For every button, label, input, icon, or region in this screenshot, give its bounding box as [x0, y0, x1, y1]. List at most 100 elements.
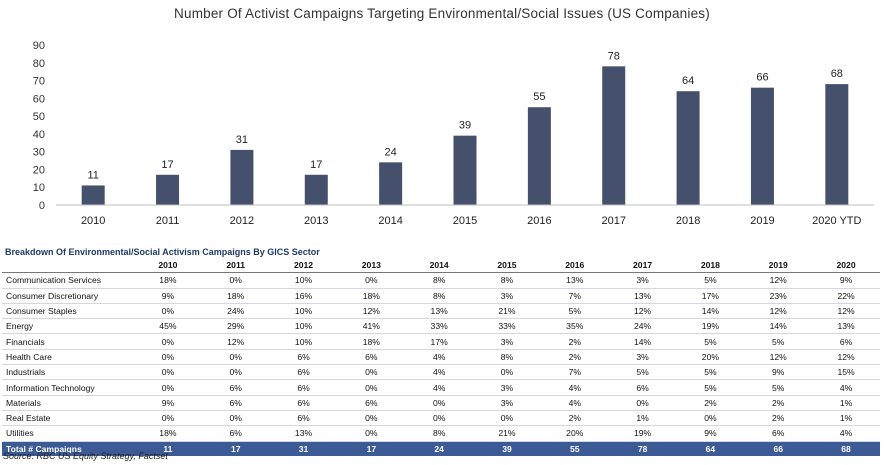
table-cell: 24%: [201, 303, 270, 320]
table-cell: 11: [134, 441, 202, 456]
table-cell: 0%: [405, 395, 474, 411]
table-cell: 18%: [337, 288, 406, 304]
data-label: 17: [310, 159, 322, 171]
table-cell: 6%: [201, 379, 270, 396]
table-cell: 0%: [201, 410, 270, 427]
table-cell: 39: [473, 441, 541, 456]
column-header: 2012: [269, 258, 338, 274]
data-label: 11: [87, 169, 98, 181]
y-tick-label: 60: [33, 93, 45, 105]
sector-table: 2010 2011 2012 2013 2014 2015 2016 2017 2018 2019…: [2, 258, 880, 456]
table-cell: 0%: [473, 364, 541, 381]
table-cell: 5%: [540, 303, 609, 320]
table-cell: 4%: [540, 395, 609, 411]
table-row: Industrials 0% 0% 6% 0% 4% 0% 7% 5% 5% 9% 15%: [2, 364, 880, 381]
table-cell: 10%: [269, 303, 338, 320]
table-cell: 3%: [473, 395, 541, 411]
x-tick-label: 2020 YTD: [812, 215, 861, 227]
column-header: 2011: [201, 258, 270, 274]
table-cell: 10%: [269, 333, 338, 350]
table-cell: 5%: [676, 272, 745, 289]
table-cell: 4%: [812, 425, 880, 442]
table-cell: 10%: [269, 272, 338, 289]
table-cell: 0%: [201, 349, 270, 366]
table-row: Consumer Discretionary 9% 18% 16% 18% 8% 3% 7% 1…: [2, 288, 880, 304]
table-cell: 45%: [134, 318, 202, 335]
sector-name: Financials: [2, 333, 134, 350]
column-header: 2016: [540, 258, 609, 274]
table-row: Health Care 0% 0% 6% 6% 4% 8% 2% 3% 20% 12% 12%: [2, 349, 880, 366]
table-cell: 19%: [676, 318, 745, 335]
table-cell: 33%: [473, 318, 541, 335]
column-header: 2019: [744, 258, 813, 274]
data-label: 24: [385, 146, 397, 158]
table-cell: 64: [676, 441, 745, 456]
column-header: 2017: [608, 258, 677, 274]
table-cell: 3%: [473, 288, 541, 304]
x-tick-label: 2019: [750, 215, 774, 227]
header-sector-cell: [2, 258, 134, 274]
table-cell: 0%: [337, 272, 406, 289]
table-cell: 0%: [134, 379, 202, 396]
y-tick-label: 0: [39, 200, 45, 212]
x-tick-label: 2014: [378, 215, 402, 227]
table-cell: 78: [608, 441, 677, 456]
table-row: Financials 0% 12% 10% 18% 17% 3% 2% 14% 5% 5% 6%: [2, 333, 880, 350]
table-cell: 0%: [473, 410, 541, 427]
table-cell: 14%: [744, 318, 813, 335]
table-cell: 35%: [540, 318, 609, 335]
sector-name: Materials: [2, 395, 134, 411]
table-title: Breakdown Of Environmental/Social Activi…: [5, 247, 320, 257]
table-cell: 9%: [812, 272, 880, 289]
table-cell: 41%: [337, 318, 406, 335]
source-note: Source: RBC US Equity Strategy, Factset: [3, 451, 168, 461]
table-cell: 21%: [473, 425, 541, 442]
table-cell: 21%: [473, 303, 541, 320]
bar: [676, 91, 700, 205]
sector-name: Energy: [2, 318, 134, 335]
column-header: 2014: [405, 258, 474, 274]
table-cell: 3%: [473, 333, 541, 350]
data-label: 55: [533, 91, 545, 103]
bar: [453, 135, 477, 205]
table-cell: 16%: [269, 288, 338, 304]
table-cell: 18%: [134, 272, 202, 289]
sector-name: Health Care: [2, 349, 134, 366]
table-cell: 6%: [269, 379, 338, 396]
table-cell: 8%: [405, 272, 474, 289]
column-header: 2018: [676, 258, 745, 274]
table-row: Materials 9% 6% 6% 6% 0% 3% 4% 0% 2% 2% 1%: [2, 395, 880, 411]
x-tick-label: 2016: [527, 215, 551, 227]
chart-title: Number Of Activist Campaigns Targeting E…: [174, 6, 710, 21]
table-cell: 7%: [540, 288, 609, 304]
x-axis: 2010 2011 2012 2013 2014 2015 2016 2017 2018 2019…: [56, 204, 874, 227]
table-cell: 0%: [134, 303, 202, 320]
table-cell: 6%: [337, 395, 406, 411]
table-cell: 18%: [134, 425, 202, 442]
table-cell: 17%: [405, 333, 474, 350]
table-cell: 12%: [744, 349, 813, 366]
table-cell: 68: [812, 441, 880, 456]
table-cell: 12%: [812, 303, 880, 320]
table-header-row: 2010 2011 2012 2013 2014 2015 2016 2017 2018 2019…: [2, 258, 880, 274]
y-tick-label: 30: [33, 147, 45, 159]
table-cell: 2%: [744, 395, 813, 411]
table-cell: 0%: [337, 364, 406, 381]
x-tick-label: 2015: [453, 215, 477, 227]
table-cell: 6%: [201, 425, 270, 442]
table-cell: 6%: [269, 410, 338, 427]
table-cell: 0%: [337, 410, 406, 427]
table-cell: 17: [337, 441, 406, 456]
table-cell: 17: [201, 441, 270, 456]
table-cell: 6%: [269, 364, 338, 381]
sector-name: Information Technology: [2, 379, 134, 396]
table-cell: 6%: [269, 395, 338, 411]
y-tick-label: 20: [33, 164, 45, 176]
bars: 11 17 31 17 24 39 55 78 64 66 68: [81, 50, 849, 205]
sector-name: Real Estate: [2, 410, 134, 427]
table-cell: 2%: [676, 395, 745, 411]
table-row: Consumer Staples 0% 24% 10% 12% 13% 21% 5% 12% 14…: [2, 303, 880, 320]
table-cell: 0%: [134, 364, 202, 381]
x-tick-label: 2011: [156, 215, 180, 227]
y-tick-label: 70: [33, 76, 45, 88]
